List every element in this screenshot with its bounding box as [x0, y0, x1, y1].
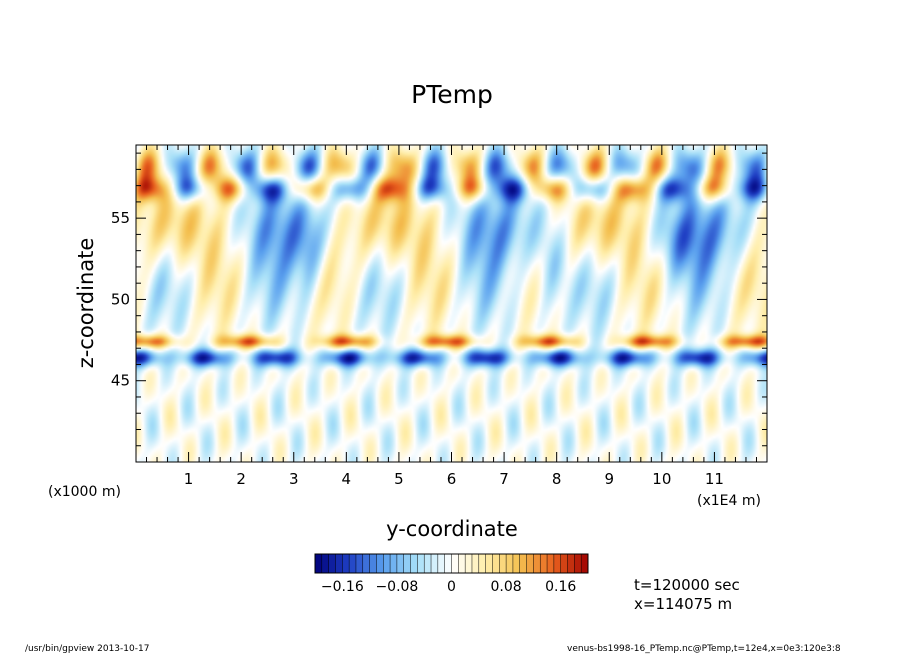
- x-tick-label: 10: [652, 470, 671, 488]
- colorbar-cell: [478, 554, 487, 573]
- x-unit-left: (x1000 m): [48, 484, 121, 500]
- colorbar-cell: [451, 554, 459, 573]
- colorbar-cell: [485, 554, 493, 573]
- colorbar-cell: [499, 554, 507, 573]
- colorbar: [314, 553, 589, 574]
- x-tick-label: 2: [236, 470, 246, 488]
- x-tick-label: 11: [705, 470, 724, 488]
- y-axis-label: z-coordinate: [74, 238, 98, 369]
- x-tick-label: 9: [604, 470, 614, 488]
- time-info: t=120000 sec: [634, 576, 740, 594]
- colorbar-cell: [355, 554, 364, 573]
- heatmap-field: [136, 145, 767, 462]
- colorbar-cell: [560, 554, 568, 573]
- colorbar-cell: [567, 554, 575, 573]
- colorbar-cell: [328, 554, 336, 573]
- colorbar-cell: [376, 554, 384, 573]
- colorbar-cell: [342, 554, 350, 573]
- colorbar-cell: [519, 554, 527, 573]
- colorbar-cell: [444, 554, 452, 573]
- x-axis-label: y-coordinate: [386, 517, 518, 541]
- colorbar-tick-label: 0.08: [491, 579, 522, 595]
- x-tick-label: 4: [342, 470, 352, 488]
- x-tick-label: 1: [184, 470, 194, 488]
- colorbar-cell: [512, 554, 521, 573]
- colorbar-tick-label: −0.08: [375, 579, 418, 595]
- colorbar-cell: [526, 554, 534, 573]
- colorbar-cell: [547, 554, 555, 573]
- colorbar-cell: [431, 554, 439, 573]
- colorbar-tick-label: −0.16: [321, 579, 364, 595]
- colorbar-cell: [492, 554, 500, 573]
- x-unit-right: (x1E4 m): [697, 493, 761, 509]
- y-tick-label: 50: [111, 290, 130, 308]
- colorbar-cell: [362, 554, 370, 573]
- footer-left: /usr/bin/gpview 2013-10-17: [25, 644, 149, 654]
- y-axis: 45 50 55: [111, 152, 767, 447]
- colorbar-cell: [506, 554, 514, 573]
- x-tick-label: 7: [499, 470, 509, 488]
- colorbar-cell: [581, 554, 589, 573]
- colorbar-cell: [424, 554, 432, 573]
- colorbar-frame: [314, 553, 589, 574]
- colorbar-cell: [369, 554, 377, 573]
- heatmap-image: [136, 145, 767, 462]
- colorbar-ticks: −0.16 −0.08 0 0.08 0.16: [321, 579, 577, 595]
- colorbar-tick-label: 0: [447, 579, 456, 595]
- colorbar-cell: [533, 554, 541, 573]
- colorbar-cell: [540, 554, 548, 573]
- colorbar-cell: [553, 554, 562, 573]
- position-info: x=114075 m: [634, 595, 732, 613]
- x-tick-label: 3: [289, 470, 299, 488]
- colorbar-cell: [396, 554, 405, 573]
- colorbar-cell: [458, 554, 466, 573]
- colorbar-cell: [315, 554, 323, 573]
- colorbar-cell: [437, 554, 446, 573]
- colorbar-cell: [349, 554, 357, 573]
- plot-area: [135, 144, 768, 463]
- footer-right: venus-bs1998-16_PTemp.nc@PTemp,t=12e4,x=…: [567, 644, 841, 654]
- y-tick-label: 55: [111, 209, 130, 227]
- colorbar-cell: [465, 554, 473, 573]
- colorbar-cell: [403, 554, 411, 573]
- x-tick-label: 5: [394, 470, 404, 488]
- colorbar-tick-label: 0.16: [545, 579, 576, 595]
- x-tick-label: 8: [552, 470, 562, 488]
- colorbar-cell: [321, 554, 330, 573]
- chart-title: PTemp: [411, 80, 493, 109]
- colorbar-cell: [417, 554, 425, 573]
- colorbar-cell: [390, 554, 398, 573]
- colorbar-cell: [471, 554, 480, 573]
- y-tick-label: 45: [111, 372, 130, 390]
- colorbar-cell: [383, 554, 391, 573]
- colorbar-cell: [335, 554, 343, 573]
- x-tick-label: 6: [447, 470, 457, 488]
- colorbar-cell: [574, 554, 582, 573]
- colorbar-cell: [410, 554, 418, 573]
